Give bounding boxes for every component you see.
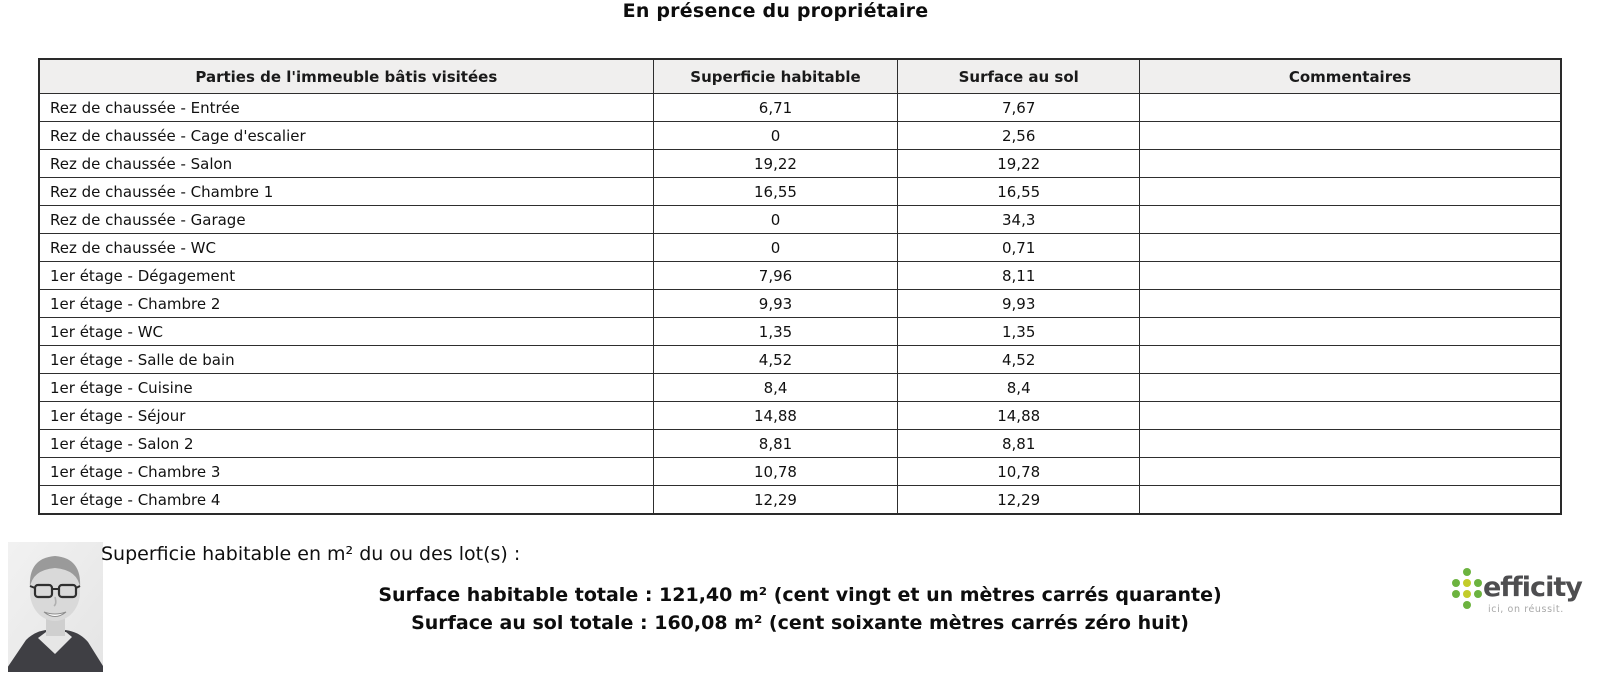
- sol-value-cell: 14,88: [897, 401, 1141, 430]
- table-row: 1er étage - Séjour 14,88 14,88: [38, 401, 1562, 430]
- habitable-value-cell: 8,4: [652, 373, 899, 402]
- part-cell: 1er étage - Chambre 3: [38, 457, 654, 486]
- sol-value-cell: 0,71: [897, 233, 1141, 262]
- table-body: Rez de chaussée - Entrée 6,71 7,67 Rez de c…: [38, 93, 1562, 515]
- habitable-value-cell: 6,71: [652, 93, 899, 122]
- part-cell: 1er étage - Séjour: [38, 401, 654, 430]
- efficity-dots-icon: [1452, 568, 1482, 609]
- habitable-value-cell: 0: [652, 205, 899, 234]
- page-title: En présence du propriétaire: [622, 0, 929, 22]
- sol-value-cell: 1,35: [897, 317, 1141, 346]
- sol-value-cell: 8,4: [897, 373, 1141, 402]
- part-cell: 1er étage - Chambre 2: [38, 289, 654, 318]
- habitable-value-cell: 14,88: [652, 401, 899, 430]
- sol-value-cell: 7,67: [897, 93, 1141, 122]
- total-sol-line: Surface au sol totale : 160,08 m² (cent …: [411, 612, 1189, 634]
- table-row: Rez de chaussée - Chambre 1 16,55 16,55: [38, 177, 1562, 206]
- total-habitable-line: Surface habitable totale : 121,40 m² (ce…: [378, 584, 1222, 606]
- habitable-value-cell: 4,52: [652, 345, 899, 374]
- comment-cell: [1139, 289, 1562, 318]
- comment-cell: [1139, 121, 1562, 150]
- sol-value-cell: 4,52: [897, 345, 1141, 374]
- column-header-sol: Surface au sol: [897, 58, 1141, 94]
- sol-value-cell: 8,81: [897, 429, 1141, 458]
- table-header-row: Parties de l'immeuble bâtis visitées Sup…: [38, 58, 1562, 94]
- comment-cell: [1139, 457, 1562, 486]
- part-cell: Rez de chaussée - Chambre 1: [38, 177, 654, 206]
- comment-cell: [1139, 177, 1562, 206]
- part-cell: 1er étage - Salle de bain: [38, 345, 654, 374]
- areas-table: Parties de l'immeuble bâtis visitées Sup…: [38, 58, 1562, 515]
- part-cell: Rez de chaussée - Garage: [38, 205, 654, 234]
- part-cell: 1er étage - Salon 2: [38, 429, 654, 458]
- comment-cell: [1139, 485, 1562, 515]
- comment-cell: [1139, 317, 1562, 346]
- habitable-value-cell: 10,78: [652, 457, 899, 486]
- table-row: 1er étage - Cuisine 8,4 8,4: [38, 373, 1562, 402]
- habitable-value-cell: 9,93: [652, 289, 899, 318]
- table-row: 1er étage - Chambre 4 12,29 12,29: [38, 485, 1562, 515]
- part-cell: 1er étage - Chambre 4: [38, 485, 654, 515]
- efficity-tagline: ici, on réussit.: [1488, 604, 1564, 615]
- table-row: Rez de chaussée - Salon 19,22 19,22: [38, 149, 1562, 178]
- table-row: 1er étage - Chambre 2 9,93 9,93: [38, 289, 1562, 318]
- comment-cell: [1139, 233, 1562, 262]
- sol-value-cell: 8,11: [897, 261, 1141, 290]
- table-row: 1er étage - Salon 2 8,81 8,81: [38, 429, 1562, 458]
- comment-cell: [1139, 205, 1562, 234]
- comment-cell: [1139, 93, 1562, 122]
- habitable-value-cell: 0: [652, 121, 899, 150]
- part-cell: Rez de chaussée - Entrée: [38, 93, 654, 122]
- column-header-habitable: Superficie habitable: [652, 58, 899, 94]
- habitable-value-cell: 16,55: [652, 177, 899, 206]
- habitable-value-cell: 8,81: [652, 429, 899, 458]
- sol-value-cell: 9,93: [897, 289, 1141, 318]
- column-header-parts: Parties de l'immeuble bâtis visitées: [38, 58, 654, 94]
- habitable-value-cell: 12,29: [652, 485, 899, 515]
- comment-cell: [1139, 401, 1562, 430]
- habitable-value-cell: 0: [652, 233, 899, 262]
- sol-value-cell: 12,29: [897, 485, 1141, 515]
- part-cell: 1er étage - Dégagement: [38, 261, 654, 290]
- sol-value-cell: 34,3: [897, 205, 1141, 234]
- habitable-value-cell: 7,96: [652, 261, 899, 290]
- table-row: Rez de chaussée - WC 0 0,71: [38, 233, 1562, 262]
- sol-value-cell: 2,56: [897, 121, 1141, 150]
- lots-surface-label: Superficie habitable en m² du ou des lot…: [101, 543, 521, 565]
- agent-portrait-photo: [8, 542, 103, 672]
- table-row: Rez de chaussée - Garage 0 34,3: [38, 205, 1562, 234]
- part-cell: 1er étage - WC: [38, 317, 654, 346]
- comment-cell: [1139, 373, 1562, 402]
- habitable-value-cell: 1,35: [652, 317, 899, 346]
- part-cell: Rez de chaussée - Cage d'escalier: [38, 121, 654, 150]
- sol-value-cell: 10,78: [897, 457, 1141, 486]
- table-row: 1er étage - Salle de bain 4,52 4,52: [38, 345, 1562, 374]
- table-row: Rez de chaussée - Cage d'escalier 0 2,56: [38, 121, 1562, 150]
- part-cell: Rez de chaussée - Salon: [38, 149, 654, 178]
- comment-cell: [1139, 429, 1562, 458]
- part-cell: 1er étage - Cuisine: [38, 373, 654, 402]
- comment-cell: [1139, 149, 1562, 178]
- column-header-comments: Commentaires: [1139, 58, 1562, 94]
- table-row: Rez de chaussée - Entrée 6,71 7,67: [38, 93, 1562, 122]
- table-row: 1er étage - Chambre 3 10,78 10,78: [38, 457, 1562, 486]
- table-row: 1er étage - WC 1,35 1,35: [38, 317, 1562, 346]
- comment-cell: [1139, 345, 1562, 374]
- sol-value-cell: 19,22: [897, 149, 1141, 178]
- part-cell: Rez de chaussée - WC: [38, 233, 654, 262]
- table-border-fade: [1428, 527, 1562, 530]
- sol-value-cell: 16,55: [897, 177, 1141, 206]
- totals-block: Surface habitable totale : 121,40 m² (ce…: [38, 581, 1562, 637]
- efficity-logo-text: efficity: [1483, 572, 1583, 603]
- habitable-value-cell: 19,22: [652, 149, 899, 178]
- comment-cell: [1139, 261, 1562, 290]
- table-row: 1er étage - Dégagement 7,96 8,11: [38, 261, 1562, 290]
